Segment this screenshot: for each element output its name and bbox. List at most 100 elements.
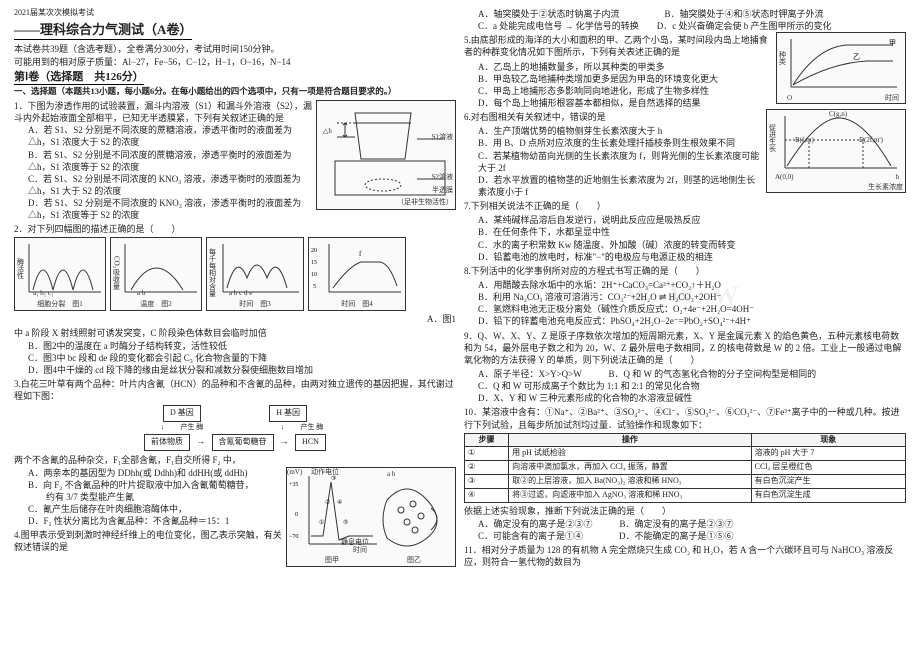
fn4: 含氰葡萄糖苷: [212, 434, 274, 451]
section1-sub: 一、选择题（本题共13小题，每小题6分。在每小题给出的四个选项中，只有一项是符合…: [14, 86, 456, 97]
r1c2: 用 pH 试纸检验: [509, 447, 752, 461]
r3c2: 取②的上层溶液，加入 Ba(NO₃)₂ 溶液和稀 HNO₃: [509, 475, 752, 489]
q2c: C．图3中 bc 段和 de 段的变化都会引起 C₃ 化合物含量的下降: [14, 352, 456, 364]
ax-x: 生长素浓度: [868, 183, 903, 192]
sp-x: 时间: [885, 94, 899, 103]
fn3: 前体物质: [144, 434, 190, 451]
svg-text:④: ④: [337, 499, 342, 506]
f4: 图4: [362, 300, 373, 308]
r2c1: ②: [465, 461, 509, 475]
sp-y: 种类: [777, 51, 786, 65]
r2c2: 向溶液中滴加氯水，再加入 CCl₄ 振荡，静置: [509, 461, 752, 475]
x3: 时间: [239, 300, 253, 308]
fenz2: 酶: [316, 423, 323, 431]
arrow-icon-2: →: [280, 435, 289, 447]
nerve-figure: +35 0 −70 ①② ③④⑤ 动作电位 (mV) 静息电位 时间 a b 图…: [286, 467, 456, 567]
mv-dongzuo: 动作电位: [311, 468, 339, 477]
q7d: D．铅蓄电池的放电时，标准"−"的电极应与电源正极的相连: [464, 251, 906, 263]
q3: 3.白花三叶草有两个品种：叶片内含氰（HCN）的品种和不含氰的品种，由两对独立遗…: [14, 378, 456, 402]
q2: 2．对下列四幅图的描述正确的是（ ）: [14, 223, 456, 235]
table-row: ④将③过滤，向滤液中加入 AgNO₃ 溶液和稀 HNO₃有白色沉淀生成: [465, 488, 906, 502]
chart1: 酶活性 a₁ b₁ c₁ 细胞分裂 图1: [14, 237, 106, 311]
r1c3: 溶液的 pH 大于 7: [751, 447, 905, 461]
q2b: B．图2中的温度在 a 时酶分子结构转变，活性较低: [14, 340, 456, 352]
svg-text:甲: 甲: [889, 39, 896, 47]
dh-label: △h: [323, 127, 332, 136]
ra: A．轴突膜处于②状态时钠离子内流 B．轴突膜处于④和⑤状态时钾离子外流: [464, 8, 906, 20]
main-title: ——理科综合力气测试（A卷）: [14, 21, 192, 41]
svg-text:乙: 乙: [853, 53, 860, 61]
sub1: 本试卷共39题（含选考题），全卷满分300分，考试用时间150分钟。: [14, 43, 456, 55]
chart4: 2015105 f 时间 图4: [308, 237, 406, 311]
q10a: A．确定没有的离子是②③⑦ B．确定没有的离子是②③⑦: [464, 518, 906, 530]
r4c1: ④: [465, 488, 509, 502]
th1: 步骤: [465, 433, 509, 447]
q9: 9．Q、W、X、Y、Z 是原子序数依次增加的短周期元素，X、Y 是金属元素 X …: [464, 330, 906, 366]
ax-B: B(f,m): [795, 136, 814, 145]
q2-tail: A．图1: [14, 313, 456, 325]
ax-D: D(2f,m'): [859, 136, 883, 145]
m1: a₁ b₁ c₁: [33, 289, 54, 298]
ax-h: h: [896, 173, 900, 182]
table-row: ③取②的上层溶液，加入 Ba(NO₃)₂ 溶液和稀 HNO₃有白色沉淀产生: [465, 475, 906, 489]
q7: 7.下列相关说法不正确的是（ ）: [464, 200, 906, 212]
jia: 图甲: [325, 556, 339, 565]
x4: 时间: [341, 300, 355, 308]
svg-text:20: 20: [311, 248, 317, 254]
f3: 图3: [260, 300, 271, 308]
r4c2: 将③过滤，向滤液中加入 AgNO₃ 溶液和稀 HNO₃: [509, 488, 752, 502]
q7b: B．在任何条件下，水都呈显中性: [464, 226, 906, 238]
q7c: C．水的离子积常数 Kw 随温度、外加酸（碱）浓度的转变而转变: [464, 239, 906, 251]
ax-y: 促进生长: [767, 124, 776, 152]
chart3: 每千每相对含量 a b c d e 时间 图3: [206, 237, 304, 311]
r4c3: 有白色沉淀生成: [751, 488, 905, 502]
s1-label: S1溶液: [432, 133, 453, 142]
y1: 酶活性: [15, 258, 24, 279]
sub2: 可能用到的相对原子质量：Al−27，Fe−56，C−12，H−1，O−16，N−…: [14, 56, 456, 68]
svg-text:−70: −70: [289, 534, 298, 540]
f2: 图2: [161, 300, 172, 308]
x2: 温度: [140, 300, 154, 308]
svg-text:②: ②: [325, 499, 330, 506]
q8a: A．用醋酸去除水垢中的水垢：2H⁺+CaCO₃=Ca²⁺+CO₂↑＋H₂O: [464, 279, 906, 291]
f1: 图1: [72, 300, 83, 308]
ax-A: A(0,0): [775, 173, 793, 182]
m2: a b: [137, 289, 145, 298]
s2-label: S2溶液: [432, 173, 453, 182]
auxin-figure: 促进生长 生长素浓度 A(0,0) B(f,m) C(g,n) D(2f,m')…: [766, 109, 906, 193]
svg-text:⑤: ⑤: [343, 519, 348, 526]
apparatus-figure: △h S1溶液 S2溶液 半透膜 （足非生物活性）: [316, 100, 456, 210]
right-column: W W W A．轴突膜处于②状态时钠离子内流 B．轴突膜处于④和⑤状态时钾离子外…: [460, 8, 910, 643]
q11: 11．相对分子质量为 128 的有机物 A 完全燃烧只生成 CO₂ 和 H₂O，…: [464, 544, 906, 568]
time: 时间: [353, 546, 367, 555]
m3: a b c d e: [229, 289, 252, 298]
q8: 8.下列活中的化学事例所对应的方程式书写正确的是（ ）: [464, 265, 906, 277]
r3c3: 有白色沉淀产生: [751, 475, 905, 489]
fn5: HCN: [295, 434, 326, 451]
svg-text:15: 15: [311, 260, 317, 266]
section1-title: 第Ⅰ卷（选择题 共126分）: [14, 70, 144, 86]
bantoum: 半透膜: [432, 186, 453, 195]
arrow-icon-1: →: [196, 435, 205, 447]
ax-C: C(g,n): [829, 110, 847, 119]
th3: 现象: [751, 433, 905, 447]
four-charts: 酶活性 a₁ b₁ c₁ 细胞分裂 图1 CO₂吸收量 a b 温度 图2 每千…: [14, 237, 456, 311]
species-figure: 甲乙 种类 时间 O: [776, 32, 906, 104]
y2: CO₂吸收量: [111, 256, 120, 289]
rc: C．a 处能完成电信号 → 化学信号的转换 D．c 处兴奋确定会使 b 产生图甲…: [464, 20, 906, 32]
note: （足非生物活性）: [397, 198, 453, 207]
q8b: B．利用 Na₂CO₃ 溶液可溶消污：CO₃²⁻+2H₂O ⇌ H₂CO₃+2O…: [464, 291, 906, 303]
year-line: 2021届某次次模拟考试: [14, 8, 456, 19]
svg-text:5: 5: [313, 284, 316, 290]
q2d: D．图4中干燥的 cd 段下降的缘由是丝状分裂和减数分裂使细胞数目增加: [14, 364, 456, 376]
y3: 每千每相对含量: [207, 248, 216, 297]
flowchart: D 基因 H 基因 ↓ 产生 酶 ↓ 产生 酶 前体物质 → 含氰葡萄糖苷 → …: [14, 405, 456, 450]
table-row: ②向溶液中滴加氯水，再加入 CCl₄ 振荡，静置CCl₄ 层呈橙红色: [465, 461, 906, 475]
fenz1: 酶: [196, 423, 203, 431]
q10c: C．可能含有的离子是①④ D．不能确定的离子是①⑤⑥: [464, 530, 906, 542]
q10-after: 依据上述实验现象，推断下列说法正确的是（ ）: [464, 505, 906, 517]
chart2: CO₂吸收量 a b 温度 图2: [110, 237, 202, 311]
fmid2: 产生: [301, 423, 315, 431]
r2c3: CCl₄ 层呈橙红色: [751, 461, 905, 475]
svg-text:①: ①: [319, 519, 324, 526]
